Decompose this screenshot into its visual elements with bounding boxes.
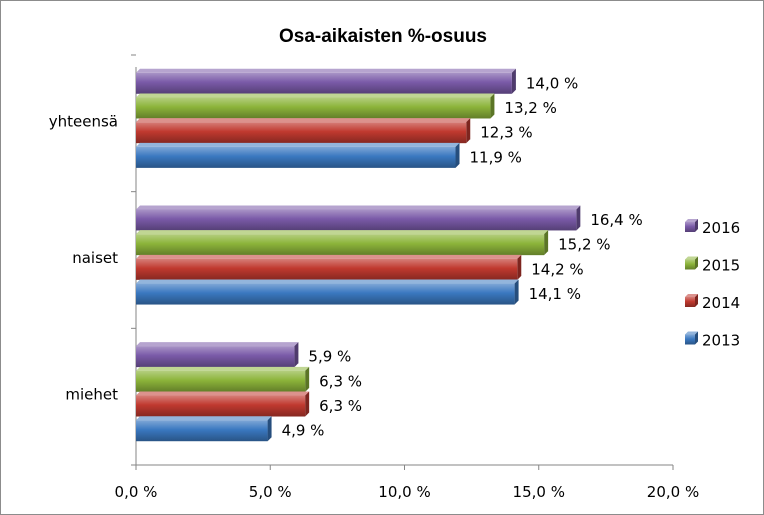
bar	[136, 122, 467, 144]
bar	[136, 146, 456, 168]
data-label: 13,2 %	[504, 99, 556, 117]
bar-side-face	[466, 118, 471, 144]
bar-side-face	[514, 279, 519, 305]
data-label: 16,4 %	[590, 211, 642, 229]
legend-swatch	[685, 222, 695, 232]
bar	[136, 72, 512, 94]
legend-swatch-top	[685, 331, 698, 335]
data-label: 14,1 %	[529, 285, 581, 303]
bar	[136, 395, 306, 417]
bar-top-face	[136, 254, 522, 259]
bar	[136, 234, 545, 256]
legend-label: 2016	[702, 219, 740, 237]
bar-top-face	[136, 142, 460, 147]
plot-area: 0,0 % 5,0 % 10,0 % 15,0 % 20,0 % yhteensä 14,0…	[49, 54, 699, 501]
data-label: 4,9 %	[282, 422, 325, 440]
x-tick-label: 15,0 %	[513, 483, 565, 501]
category-label: miehet	[65, 386, 118, 404]
bar-side-face	[490, 93, 495, 119]
legend-swatch-side	[695, 294, 698, 307]
legend-swatch-side	[695, 256, 698, 270]
bar	[136, 258, 518, 280]
chart-title: Osa-aikaisten %-osuus	[279, 26, 487, 47]
x-tick-label: 0,0 %	[115, 483, 158, 501]
legend-swatch-side	[695, 219, 698, 232]
data-label: 15,2 %	[558, 236, 610, 254]
bar	[136, 209, 577, 231]
bar	[136, 346, 295, 368]
legend-swatch	[685, 297, 695, 307]
bar-side-face	[576, 205, 581, 231]
bar-side-face	[517, 254, 522, 280]
data-label: 5,9 %	[308, 348, 351, 366]
bar-side-face	[294, 342, 299, 368]
data-label: 11,9 %	[470, 148, 522, 166]
legend-label: 2013	[702, 332, 740, 350]
bar-side-face	[305, 366, 310, 392]
bar-side-face	[544, 230, 549, 256]
bar-top-face	[136, 342, 299, 347]
bar-top-face	[136, 93, 495, 98]
legend-swatch-top	[685, 294, 698, 297]
bar-top-face	[136, 279, 519, 284]
bar-top-face	[136, 416, 272, 421]
legend-swatch-side	[695, 331, 698, 345]
data-label: 12,3 %	[480, 124, 532, 142]
category-label: naiset	[72, 249, 118, 267]
bar-top-face	[136, 118, 471, 123]
legend-swatch	[685, 334, 695, 345]
data-label: 14,2 %	[531, 260, 583, 278]
bar-side-face	[455, 142, 460, 168]
x-tick-label: 5,0 %	[249, 483, 292, 501]
bar-side-face	[305, 391, 310, 417]
legend-label: 2014	[702, 294, 740, 312]
x-tick-label: 10,0 %	[378, 483, 430, 501]
bar-top-face	[136, 68, 516, 73]
bar	[136, 283, 515, 305]
x-tick-label: 20,0 %	[647, 483, 699, 501]
bar	[136, 97, 491, 119]
category-label: yhteensä	[49, 112, 118, 130]
bar-top-face	[136, 391, 310, 396]
bar-top-face	[136, 205, 581, 210]
bar-side-face	[511, 68, 516, 94]
data-label: 6,3 %	[319, 372, 362, 390]
bar	[136, 420, 268, 442]
bar-top-face	[136, 366, 310, 371]
legend-swatch-top	[685, 219, 698, 222]
data-label: 6,3 %	[319, 397, 362, 415]
legend-label: 2015	[702, 257, 740, 275]
data-label: 14,0 %	[526, 74, 578, 92]
legend: 2016 2015 2014 2013	[685, 219, 740, 350]
bar	[136, 370, 306, 392]
bar-side-face	[267, 416, 272, 442]
legend-swatch-top	[685, 256, 698, 260]
legend-swatch	[685, 259, 695, 270]
bar-top-face	[136, 230, 549, 235]
